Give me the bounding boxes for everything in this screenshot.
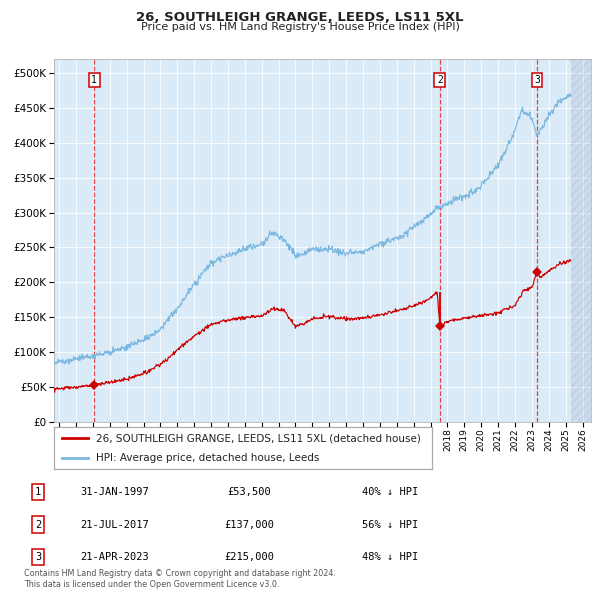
Text: HPI: Average price, detached house, Leeds: HPI: Average price, detached house, Leed… [95,453,319,463]
Text: 48% ↓ HPI: 48% ↓ HPI [362,552,419,562]
Text: £53,500: £53,500 [228,487,271,497]
Text: £215,000: £215,000 [224,552,275,562]
Text: 31-JAN-1997: 31-JAN-1997 [80,487,149,497]
Bar [571,59,591,422]
Text: 1: 1 [35,487,41,497]
Text: 26, SOUTHLEIGH GRANGE, LEEDS, LS11 5XL: 26, SOUTHLEIGH GRANGE, LEEDS, LS11 5XL [136,11,464,24]
Text: Contains HM Land Registry data © Crown copyright and database right 2024.
This d: Contains HM Land Registry data © Crown c… [24,569,336,589]
Text: 3: 3 [35,552,41,562]
Text: 21-JUL-2017: 21-JUL-2017 [80,520,149,529]
Text: 2: 2 [35,520,41,529]
Text: 3: 3 [534,75,540,85]
Text: 56% ↓ HPI: 56% ↓ HPI [362,520,419,529]
Text: £137,000: £137,000 [224,520,275,529]
Text: 40% ↓ HPI: 40% ↓ HPI [362,487,419,497]
Text: 2: 2 [437,75,443,85]
Text: 1: 1 [91,75,97,85]
Text: 21-APR-2023: 21-APR-2023 [80,552,149,562]
Text: Price paid vs. HM Land Registry's House Price Index (HPI): Price paid vs. HM Land Registry's House … [140,22,460,32]
Text: 26, SOUTHLEIGH GRANGE, LEEDS, LS11 5XL (detached house): 26, SOUTHLEIGH GRANGE, LEEDS, LS11 5XL (… [95,433,421,443]
